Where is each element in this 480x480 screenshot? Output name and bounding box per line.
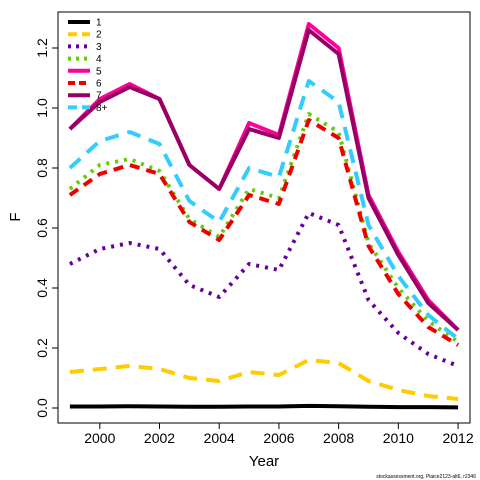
y-tick-label: 1.0 (34, 98, 50, 118)
legend-label: 2 (96, 30, 102, 41)
y-tick-label: 0.4 (34, 278, 50, 298)
legend-label: 6 (96, 79, 102, 90)
x-tick-label: 2006 (263, 430, 294, 446)
y-axis-label: F (7, 212, 24, 221)
x-axis: 2000 2002 2004 2006 2008 2010 2012 (84, 423, 474, 446)
credit-text: stockassessment.org, Plaice2123-alt6, r2… (376, 474, 476, 480)
legend-label: 3 (96, 42, 102, 53)
y-axis: 0.0 0.2 0.4 0.6 0.8 1.0 1.2 (34, 38, 58, 418)
series-line-4 (68, 112, 460, 344)
series-line-8plus (68, 79, 460, 341)
y-tick-label: 0.6 (34, 218, 50, 238)
y-tick-label: 0.2 (34, 338, 50, 358)
x-tick-label: 2002 (144, 430, 175, 446)
legend-label: 8+ (96, 103, 108, 114)
legend-label: 5 (96, 66, 102, 77)
series-line-6 (68, 118, 460, 347)
y-tick-label: 1.2 (34, 38, 50, 58)
plot-frame (57, 11, 471, 424)
x-tick-label: 2012 (442, 430, 473, 446)
x-axis-label: Year (249, 453, 279, 470)
series-layer (68, 22, 460, 410)
legend-label: 7 (96, 91, 102, 102)
x-tick-label: 2004 (204, 430, 235, 446)
y-tick-label: 0.0 (34, 398, 50, 418)
y-tick-label: 0.8 (34, 158, 50, 178)
x-tick-label: 2008 (323, 430, 354, 446)
series-line-7 (68, 28, 460, 332)
series-line-2 (69, 358, 459, 401)
legend-label: 1 (96, 18, 102, 29)
x-tick-label: 2010 (383, 430, 414, 446)
x-tick-label: 2000 (84, 430, 115, 446)
series-line-1 (69, 403, 459, 410)
legend-label: 4 (96, 54, 102, 65)
